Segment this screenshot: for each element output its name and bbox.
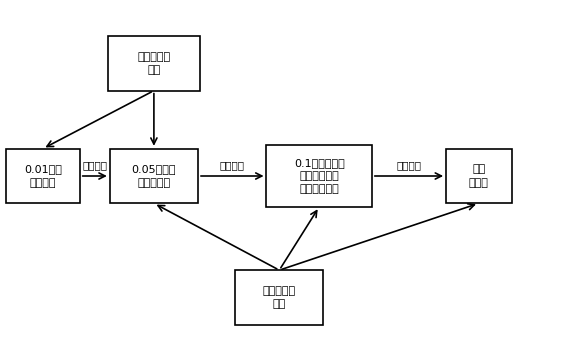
Text: 常规校准: 常规校准 xyxy=(82,161,107,170)
Text: 0.05级常规
电能校准器: 0.05级常规 电能校准器 xyxy=(132,164,176,188)
Bar xyxy=(267,145,372,207)
Bar xyxy=(110,149,198,203)
Bar xyxy=(446,149,512,203)
Bar xyxy=(235,270,324,325)
Text: 动态校准: 动态校准 xyxy=(397,161,421,170)
Text: 动态测试信
号源: 动态测试信 号源 xyxy=(263,286,296,309)
Text: 0.01级的
标准装置: 0.01级的 标准装置 xyxy=(24,164,62,188)
Text: 被测
电能表: 被测 电能表 xyxy=(469,164,488,188)
Text: 0.1级及以下等
级电能表动态
性能测量装置: 0.1级及以下等 级电能表动态 性能测量装置 xyxy=(294,158,345,194)
Text: 动态校准: 动态校准 xyxy=(220,161,245,170)
Bar xyxy=(108,36,200,91)
Bar xyxy=(6,149,80,203)
Text: 稳态测试信
号源: 稳态测试信 号源 xyxy=(137,52,170,75)
